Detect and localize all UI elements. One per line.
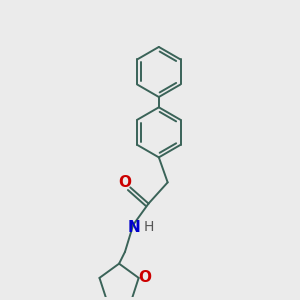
Text: O: O [118,175,131,190]
Text: O: O [139,270,152,285]
Text: N: N [128,220,140,235]
Text: H: H [143,220,154,234]
